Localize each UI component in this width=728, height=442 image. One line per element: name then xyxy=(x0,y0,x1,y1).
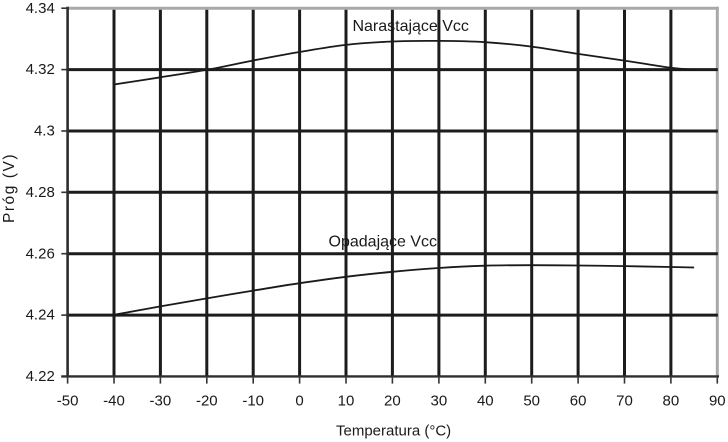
svg-text:4.3: 4.3 xyxy=(34,123,55,140)
svg-text:30: 30 xyxy=(431,393,448,410)
svg-text:80: 80 xyxy=(663,393,680,410)
svg-text:20: 20 xyxy=(384,393,401,410)
svg-text:50: 50 xyxy=(523,393,540,410)
svg-text:Próg (V): Próg (V) xyxy=(1,153,18,223)
svg-text:4.32: 4.32 xyxy=(26,61,55,78)
svg-text:-10: -10 xyxy=(242,393,264,410)
svg-text:4.24: 4.24 xyxy=(26,307,55,324)
svg-text:4.28: 4.28 xyxy=(26,184,55,201)
svg-text:Opadające Vcc: Opadające Vcc xyxy=(329,234,438,251)
svg-text:-50: -50 xyxy=(57,393,79,410)
svg-text:Temperatura (°C): Temperatura (°C) xyxy=(336,423,451,440)
svg-text:10: 10 xyxy=(338,393,355,410)
svg-text:Narastające Vcc: Narastające Vcc xyxy=(352,18,469,35)
svg-text:70: 70 xyxy=(616,393,633,410)
svg-text:-40: -40 xyxy=(103,393,125,410)
svg-text:40: 40 xyxy=(477,393,494,410)
svg-text:60: 60 xyxy=(570,393,587,410)
svg-text:4.26: 4.26 xyxy=(26,245,55,262)
svg-text:4.22: 4.22 xyxy=(26,368,55,385)
svg-text:0: 0 xyxy=(295,393,303,410)
svg-text:-30: -30 xyxy=(150,393,172,410)
svg-text:-20: -20 xyxy=(196,393,218,410)
svg-text:90: 90 xyxy=(709,393,726,410)
svg-text:4.34: 4.34 xyxy=(26,0,55,17)
